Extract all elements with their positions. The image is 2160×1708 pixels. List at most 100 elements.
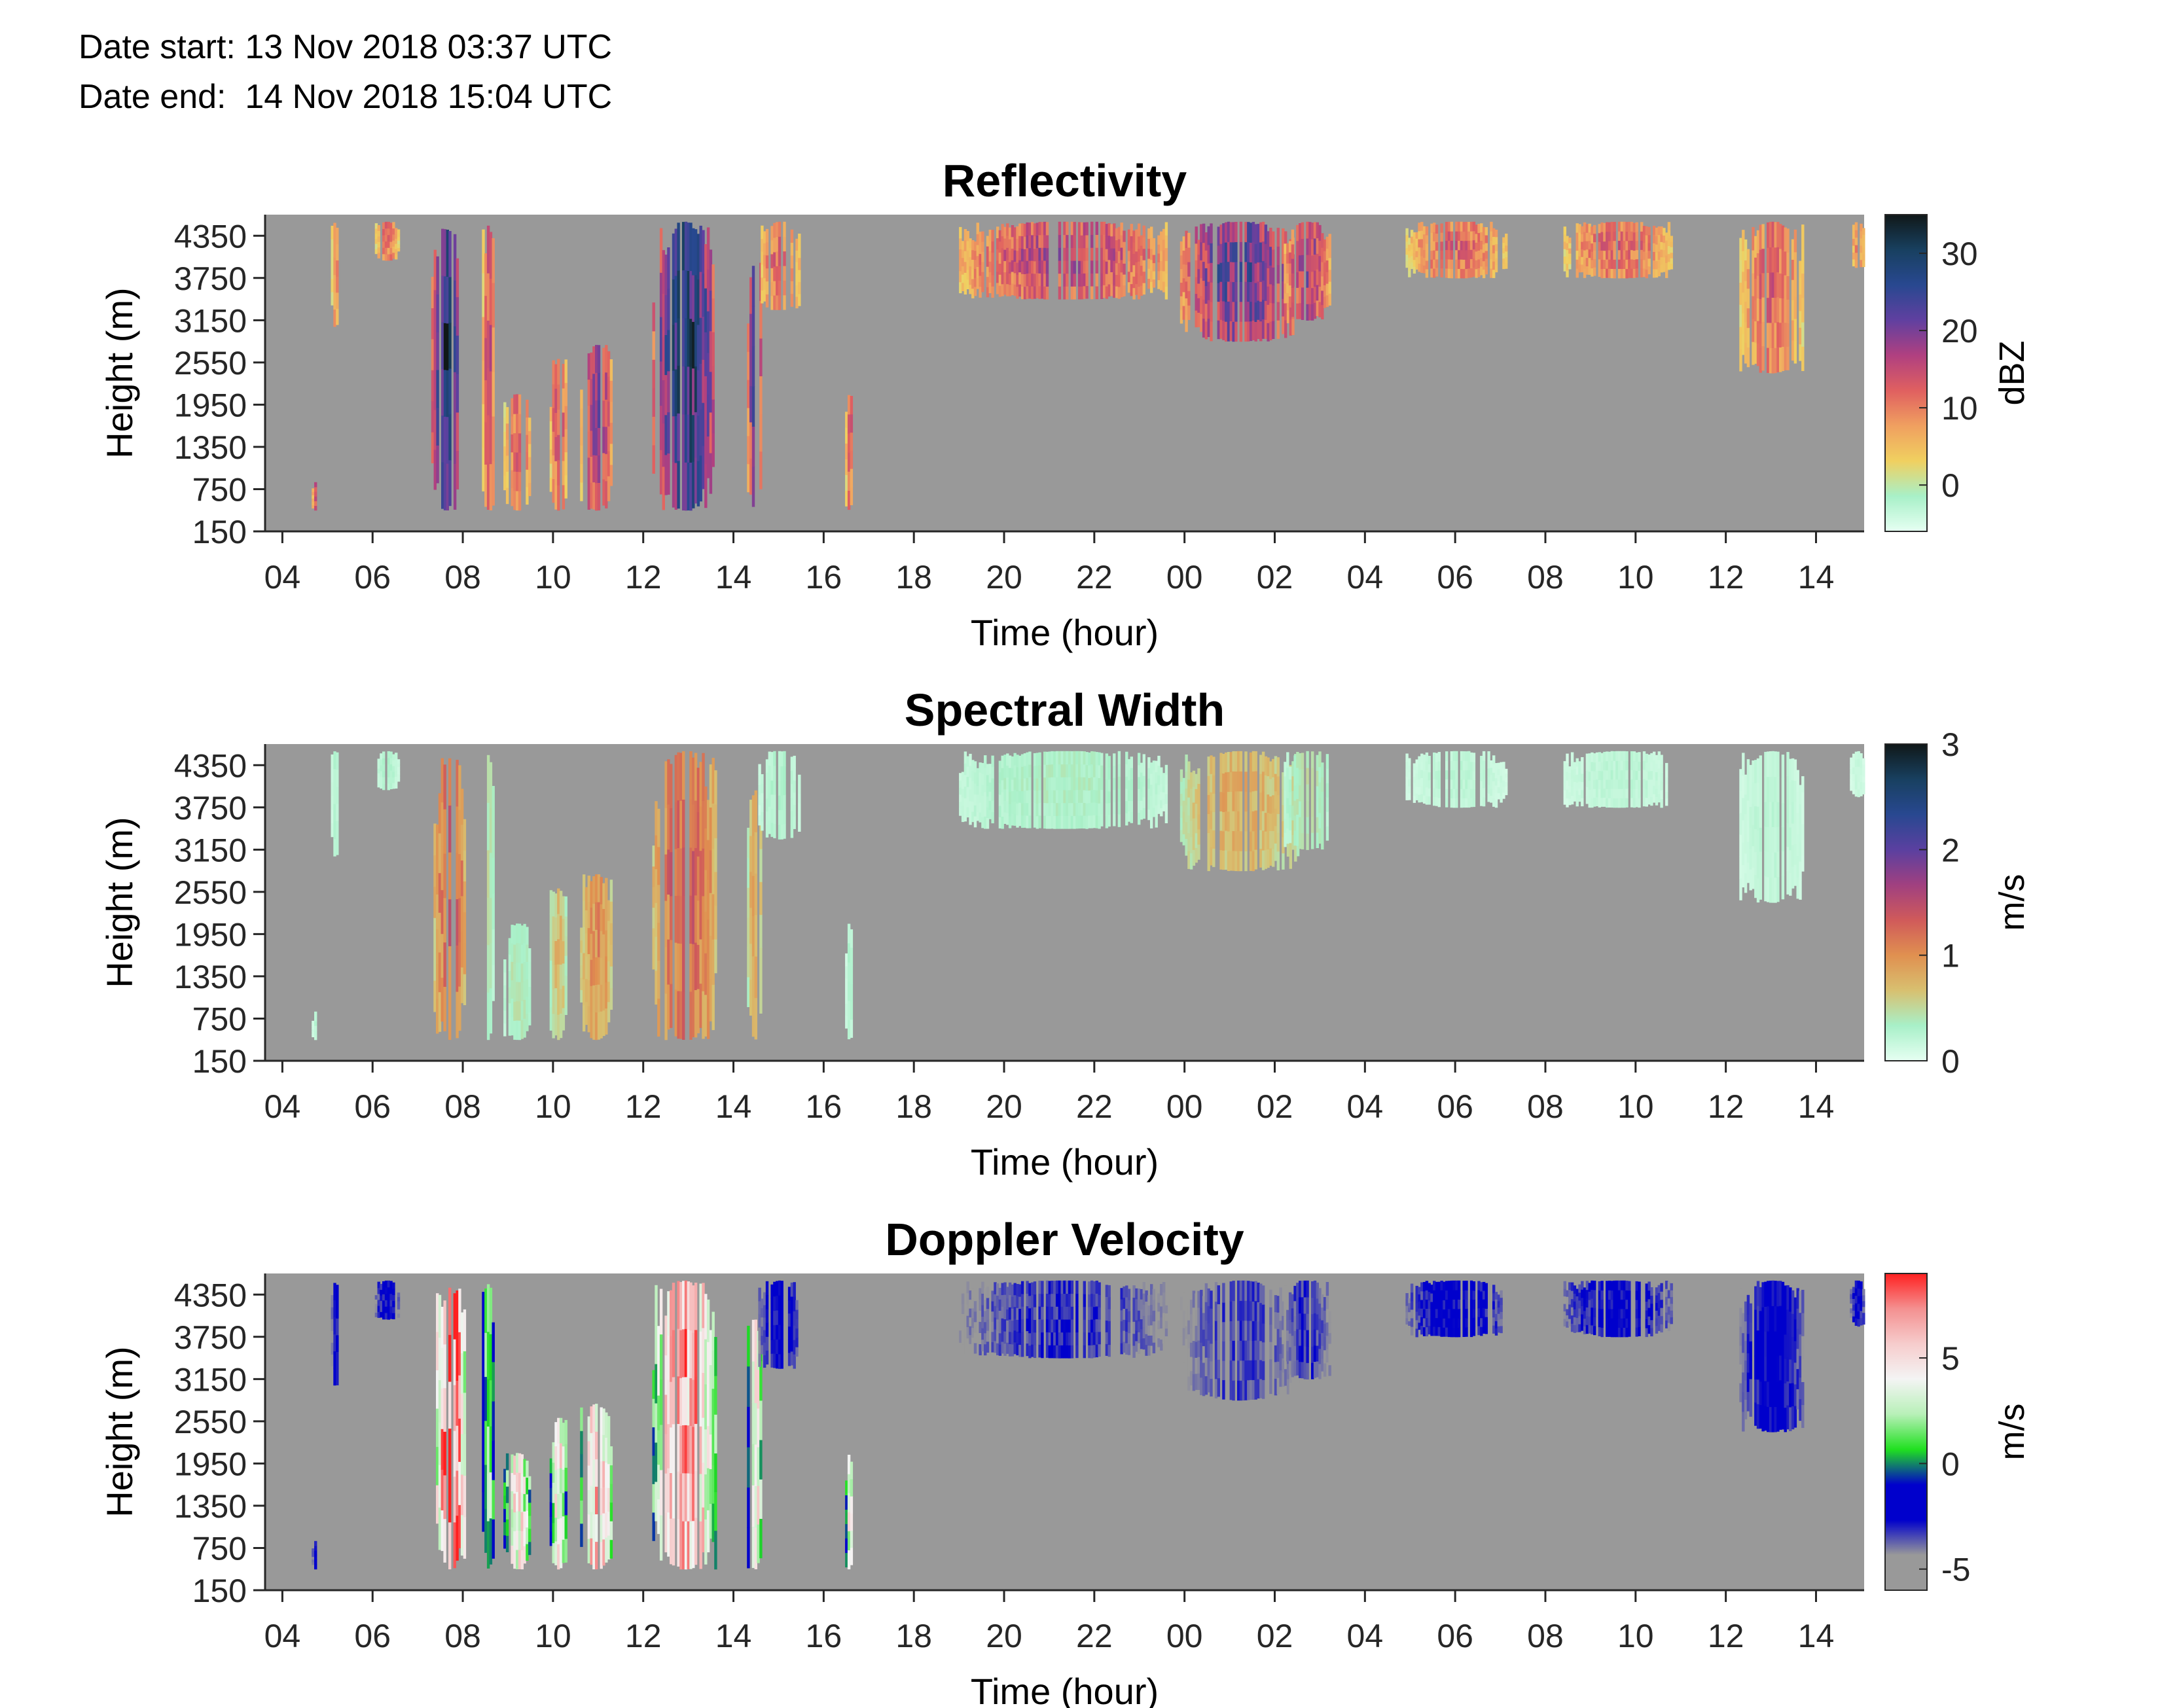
echo-cell bbox=[549, 1516, 553, 1532]
echo-cell bbox=[1274, 756, 1278, 774]
echo-cell bbox=[1566, 753, 1569, 763]
echo-cell bbox=[1425, 251, 1429, 261]
echo-cell bbox=[559, 964, 563, 989]
echo-cell bbox=[526, 927, 529, 945]
echo-cell bbox=[1447, 268, 1451, 279]
echo-cell bbox=[516, 1472, 519, 1492]
echo-cell bbox=[1222, 850, 1225, 870]
echo-cell bbox=[580, 1500, 583, 1524]
echo-cell bbox=[1107, 1344, 1111, 1357]
echo-cell bbox=[592, 1459, 596, 1487]
echo-cell bbox=[552, 478, 555, 503]
echo-cell bbox=[1068, 1345, 1071, 1359]
echo-cell bbox=[1502, 263, 1505, 270]
echo-cell bbox=[1107, 235, 1111, 248]
echo-cell bbox=[961, 796, 965, 806]
echo-cell bbox=[692, 850, 695, 898]
echo-cell bbox=[526, 996, 529, 1014]
echo-cell bbox=[1563, 249, 1566, 257]
echo-cell bbox=[751, 306, 755, 347]
echo-cell bbox=[1769, 322, 1773, 348]
echo-cell bbox=[456, 412, 459, 452]
echo-cell bbox=[505, 455, 509, 472]
echo-cell bbox=[692, 990, 695, 1037]
echo-cell bbox=[1053, 1293, 1056, 1307]
echo-cell bbox=[1635, 789, 1638, 798]
echo-cell bbox=[747, 1487, 750, 1528]
echo-cell bbox=[1505, 768, 1508, 774]
echo-cell bbox=[986, 236, 990, 247]
echo-cell bbox=[1257, 262, 1260, 282]
echo-cell bbox=[747, 947, 750, 978]
echo-cell bbox=[1325, 294, 1329, 308]
echo-cell bbox=[687, 270, 690, 319]
echo-cell bbox=[486, 367, 490, 416]
echo-cell bbox=[1739, 282, 1742, 305]
echo-cell bbox=[655, 1324, 658, 1364]
echo-cell bbox=[508, 1003, 512, 1020]
echo-cell bbox=[1490, 774, 1493, 782]
y-tick-label: 750 bbox=[192, 471, 247, 508]
echo-cell bbox=[1227, 261, 1231, 282]
echo-cell bbox=[607, 1487, 611, 1512]
echo-cell bbox=[1600, 779, 1604, 789]
echo-cell bbox=[768, 792, 771, 807]
echo-cell bbox=[460, 1353, 464, 1394]
echo-cell bbox=[1638, 752, 1641, 762]
echo-cell bbox=[747, 1406, 750, 1448]
echo-cell bbox=[687, 1521, 690, 1569]
echo-cell bbox=[845, 978, 848, 991]
echo-cell bbox=[1003, 1282, 1007, 1295]
echo-cell bbox=[1781, 346, 1785, 371]
echo-cell bbox=[1585, 795, 1589, 804]
echo-cell bbox=[1063, 1306, 1066, 1320]
echo-cell bbox=[1655, 244, 1659, 253]
echo-cell bbox=[1665, 262, 1668, 271]
echo-cell bbox=[600, 904, 603, 931]
echo-cell bbox=[336, 1368, 339, 1385]
echo-cell bbox=[484, 1289, 488, 1333]
echo-cell bbox=[1786, 775, 1790, 800]
echo-cell bbox=[1752, 845, 1755, 868]
echo-cell bbox=[773, 1310, 776, 1325]
echo-cell bbox=[1041, 1293, 1044, 1308]
echo-cell bbox=[1095, 1319, 1098, 1332]
echo-cell bbox=[961, 1304, 965, 1314]
echo-cell bbox=[682, 222, 685, 271]
echo-cell bbox=[336, 838, 339, 855]
echo-cell bbox=[605, 878, 608, 904]
echo-cell bbox=[1147, 768, 1151, 779]
echo-cell bbox=[1313, 254, 1317, 271]
echo-cell bbox=[1212, 811, 1215, 830]
echo-cell bbox=[513, 1549, 516, 1569]
echo-cell bbox=[747, 1446, 750, 1488]
echo-cell bbox=[1063, 234, 1066, 248]
echo-cell bbox=[605, 454, 608, 482]
echo-cell bbox=[1497, 762, 1500, 770]
echo-cell bbox=[458, 986, 461, 1031]
echo-cell bbox=[590, 1512, 593, 1539]
echo-cell bbox=[1259, 755, 1263, 774]
echo-cell bbox=[1610, 788, 1613, 798]
echo-cell bbox=[768, 751, 771, 766]
echo-cell bbox=[1051, 751, 1054, 765]
echo-cell bbox=[1060, 802, 1064, 816]
echo-cell bbox=[1264, 831, 1268, 851]
echo-cell bbox=[1749, 785, 1752, 808]
echo-cell bbox=[395, 238, 398, 244]
echo-cell bbox=[1500, 775, 1503, 783]
echo-cell bbox=[998, 1288, 1002, 1300]
echo-feature bbox=[959, 751, 1168, 829]
echo-cell bbox=[674, 276, 677, 323]
echo-cell bbox=[1053, 1319, 1056, 1333]
echo-cell bbox=[657, 1361, 660, 1396]
echo-cell bbox=[503, 460, 507, 476]
echo-cell bbox=[747, 976, 750, 1007]
echo-cell bbox=[1418, 222, 1421, 232]
echo-cell bbox=[1095, 790, 1098, 803]
echo-cell bbox=[981, 795, 984, 807]
echo-cell bbox=[1038, 777, 1041, 791]
echo-cell bbox=[1092, 1319, 1096, 1332]
echo-cell bbox=[1026, 222, 1029, 236]
echo-cell bbox=[1045, 764, 1049, 778]
